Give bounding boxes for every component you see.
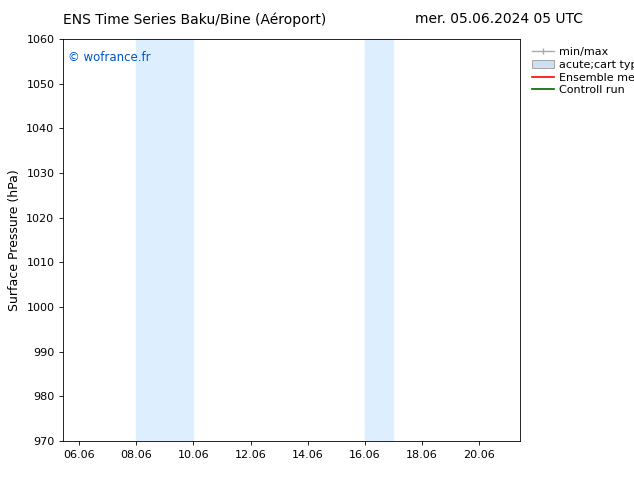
- Text: ENS Time Series Baku/Bine (Aéroport): ENS Time Series Baku/Bine (Aéroport): [63, 12, 327, 27]
- Bar: [365, 39, 393, 441]
- Text: mer. 05.06.2024 05 UTC: mer. 05.06.2024 05 UTC: [415, 12, 583, 26]
- Y-axis label: Surface Pressure (hPa): Surface Pressure (hPa): [8, 169, 21, 311]
- Legend: min/max, acute;cart type, Ensemble mean run, Controll run: min/max, acute;cart type, Ensemble mean …: [530, 45, 634, 98]
- Text: © wofrance.fr: © wofrance.fr: [68, 51, 151, 64]
- Bar: [136, 39, 193, 441]
